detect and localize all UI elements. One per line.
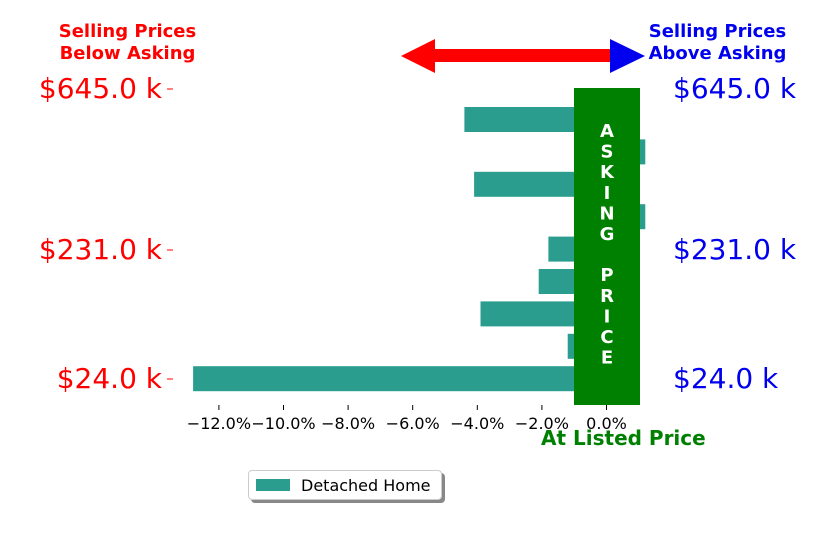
y-tick-label-right: $231.0 k	[673, 233, 797, 266]
asking-price-letter: S	[601, 142, 614, 163]
x-tick-label: −2.0%	[515, 414, 569, 433]
y-tick-label-left: $645.0 k	[38, 72, 162, 105]
x-tick-label: 0.0%	[586, 414, 627, 433]
asking-price-letter: N	[599, 203, 614, 224]
legend-label: Detached Home	[301, 476, 431, 495]
below-asking-line1: Selling Prices	[58, 21, 197, 42]
asking-price-letter: R	[600, 286, 614, 307]
above-asking-header: Selling Prices Above Asking	[630, 21, 805, 65]
y-tick-label-left: $24.0 k	[56, 362, 162, 395]
x-tick-label: −10.0%	[251, 414, 315, 433]
arrow-shaft-left	[433, 49, 538, 62]
direction-arrow	[401, 39, 645, 73]
asking-price-letter: C	[600, 327, 613, 348]
x-tick-label: −6.0%	[386, 414, 440, 433]
asking-price-letter: K	[600, 162, 615, 183]
x-tick-label: −4.0%	[450, 414, 504, 433]
asking-price-letter: P	[600, 265, 613, 286]
asking-price-letter: G	[600, 224, 615, 245]
asking-price-letter: A	[600, 121, 614, 142]
above-asking-line2: Above Asking	[648, 43, 787, 64]
below-asking-line2: Below Asking	[59, 43, 196, 64]
arrow-head-right	[610, 39, 645, 73]
x-tick-label: −8.0%	[321, 414, 375, 433]
legend: Detached Home	[248, 470, 442, 500]
legend-swatch	[256, 479, 290, 491]
below-asking-header: Selling Prices Below Asking	[40, 21, 215, 65]
x-axis: −12.0% −10.0% −8.0% −6.0% −4.0% −2.0% 0.0%	[187, 405, 627, 433]
y-tick-label-right: $24.0 k	[673, 362, 779, 395]
arrow-head-left	[401, 39, 435, 73]
asking-price-letter: E	[601, 348, 613, 369]
y-tick-label-left: $231.0 k	[38, 233, 162, 266]
above-asking-line1: Selling Prices	[648, 21, 787, 42]
x-tick-label: −12.0%	[187, 414, 251, 433]
at-listed-price-label: At Listed Price	[541, 426, 706, 450]
arrow-shaft-right	[538, 49, 618, 62]
y-tick-label-right: $645.0 k	[673, 72, 797, 105]
asking-price-block	[574, 88, 640, 405]
bar	[193, 366, 607, 392]
asking-price-letter: I	[604, 183, 611, 204]
asking-price-letter: I	[604, 306, 611, 327]
